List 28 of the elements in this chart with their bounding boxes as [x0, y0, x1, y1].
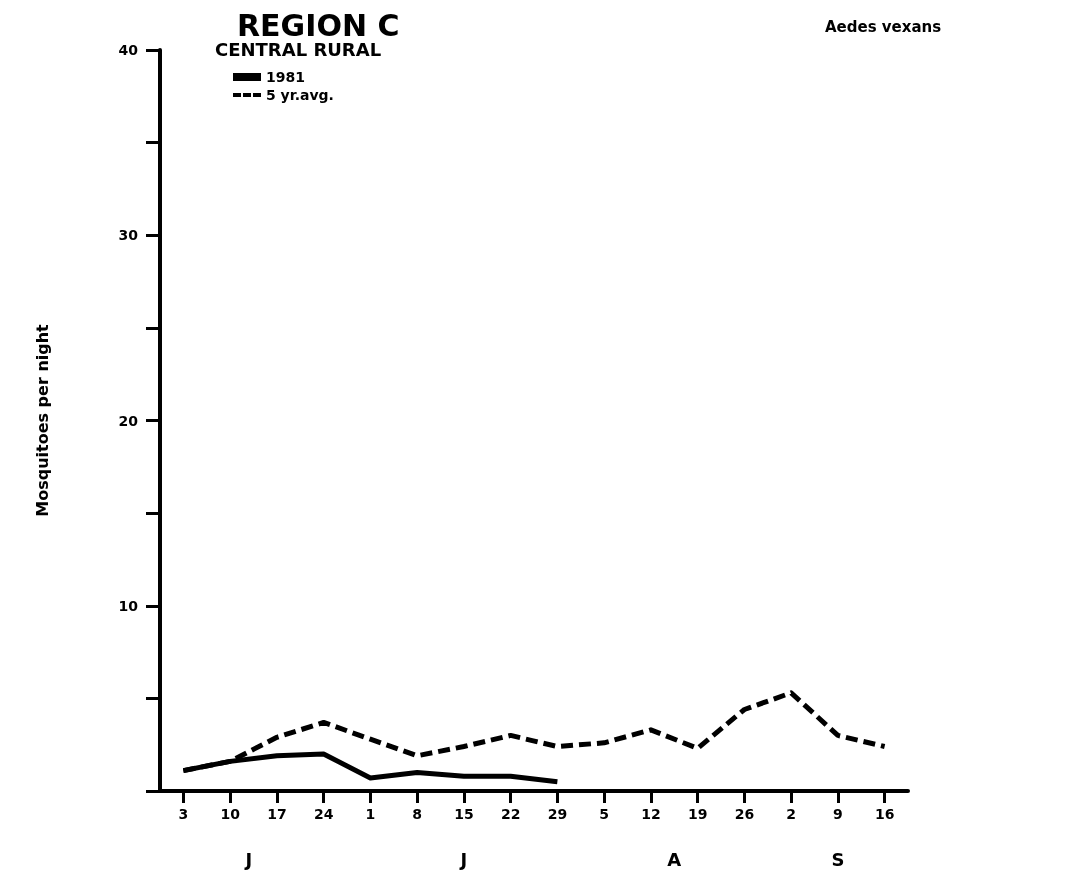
x-tick-label: 19 [687, 806, 708, 822]
chart-subtitle: Aedes vexans [825, 17, 942, 36]
x-tick-label: 15 [454, 806, 474, 822]
x-tick-label: 22 [500, 806, 521, 822]
x-tick-label: 9 [833, 806, 843, 822]
y-tick-label: 30 [118, 227, 139, 244]
x-tick-label: 29 [547, 806, 568, 822]
x-tick-label: 26 [734, 806, 755, 822]
legend-label: 1981 [266, 69, 305, 85]
text: J [458, 848, 468, 870]
text: A [667, 848, 682, 870]
x-tick-label: 12 [641, 806, 661, 822]
x-tick-label: 8 [412, 806, 422, 822]
y-tick-label: 10 [118, 597, 139, 614]
y-tick-label: 20 [118, 412, 139, 429]
x-tick-label: 16 [874, 806, 895, 822]
x-tick-label: 3 [178, 806, 189, 822]
x-tick-label: 2 [786, 806, 796, 822]
x-tick-label: 5 [599, 806, 609, 822]
y-axis-title: Mosquitoes per night [32, 323, 52, 517]
x-tick-label: 17 [267, 806, 287, 822]
y-tick-label: 40 [118, 42, 139, 58]
text: S [831, 848, 845, 870]
x-tick-label: 24 [313, 806, 334, 822]
x-tick-label: 10 [220, 806, 241, 822]
x-tick-label: 1 [365, 806, 376, 822]
legend-label: 5 yr.avg. [266, 87, 334, 103]
text: J [243, 848, 253, 870]
